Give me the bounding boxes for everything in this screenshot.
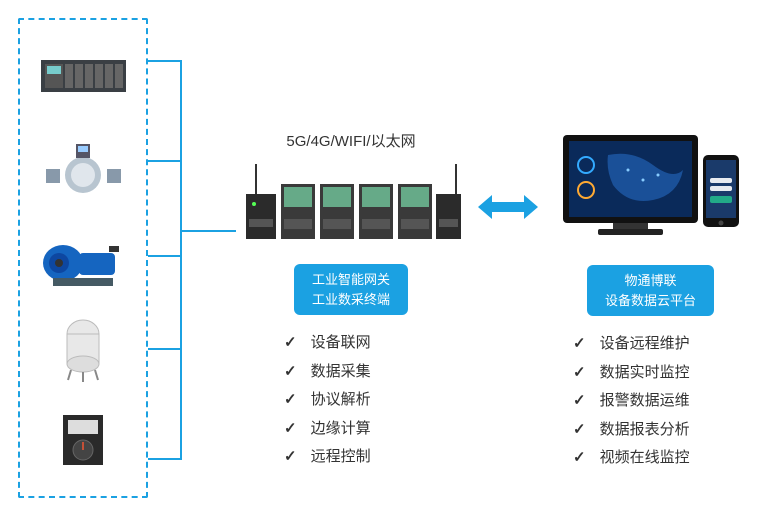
feature-label: 数据实时监控 [600, 359, 690, 388]
device-plc [38, 41, 128, 111]
device-tank [38, 314, 128, 384]
gateway-devices-icon [236, 159, 466, 249]
iot-architecture-diagram: 5G/4G/WIFI/以太网 工业智能网关 工业数采 [0, 0, 763, 519]
cloud-column: 物通博联 设备数据云平台 ✓ 设备远程维护 ✓ 数据实时监控 ✓ 报警数据运维 ✓ 数据… [543, 130, 758, 473]
feature-item: ✓ 设备联网 [284, 329, 466, 358]
feature-label: 视频在线监控 [600, 444, 690, 473]
feature-item: ✓ 边缘计算 [284, 415, 466, 444]
check-icon: ✓ [284, 386, 297, 415]
feature-label: 数据报表分析 [600, 416, 690, 445]
connector-branch [148, 160, 182, 162]
feature-label: 数据采集 [311, 358, 371, 387]
feature-label: 边缘计算 [311, 415, 371, 444]
feature-item: ✓ 设备远程维护 [573, 330, 758, 359]
check-icon: ✓ [284, 358, 297, 387]
cloud-features-list: ✓ 设备远程维护 ✓ 数据实时监控 ✓ 报警数据运维 ✓ 数据报表分析 ✓ 视频在线监控 [543, 330, 758, 473]
check-icon: ✓ [573, 387, 586, 416]
feature-item: ✓ 远程控制 [284, 443, 466, 472]
feature-label: 报警数据运维 [600, 387, 690, 416]
check-icon: ✓ [573, 444, 586, 473]
device-power-meter [38, 405, 128, 475]
gateway-title-line1: 工业智能网关 [312, 270, 390, 290]
connector-branch [148, 255, 182, 257]
check-icon: ✓ [573, 359, 586, 388]
feature-item: ✓ 数据实时监控 [573, 359, 758, 388]
feature-label: 设备联网 [311, 329, 371, 358]
feature-item: ✓ 视频在线监控 [573, 444, 758, 473]
cloud-title-pill: 物通博联 设备数据云平台 [587, 265, 714, 316]
connector-branch [148, 458, 182, 460]
connector-trunk [180, 60, 182, 460]
feature-label: 远程控制 [311, 443, 371, 472]
feature-item: ✓ 协议解析 [284, 386, 466, 415]
device-flowmeter [38, 132, 128, 202]
check-icon: ✓ [573, 416, 586, 445]
check-icon: ✓ [284, 443, 297, 472]
connector-to-gateway [180, 230, 236, 232]
network-label: 5G/4G/WIFI/以太网 [236, 130, 466, 151]
connector-branch [148, 60, 182, 62]
cloud-platform-icon [558, 130, 743, 250]
field-devices-group [18, 18, 148, 498]
bidirectional-arrow-icon [478, 192, 538, 222]
check-icon: ✓ [284, 329, 297, 358]
feature-label: 协议解析 [311, 386, 371, 415]
gateway-column: 5G/4G/WIFI/以太网 工业智能网关 工业数采 [236, 130, 466, 472]
feature-label: 设备远程维护 [600, 330, 690, 359]
device-pump [38, 223, 128, 293]
gateway-features-list: ✓ 设备联网 ✓ 数据采集 ✓ 协议解析 ✓ 边缘计算 ✓ 远程控制 [236, 329, 466, 472]
feature-item: ✓ 数据采集 [284, 358, 466, 387]
gateway-title-line2: 工业数采终端 [312, 290, 390, 310]
check-icon: ✓ [284, 415, 297, 444]
gateway-title-pill: 工业智能网关 工业数采终端 [294, 264, 408, 315]
feature-item: ✓ 报警数据运维 [573, 387, 758, 416]
cloud-title-line2: 设备数据云平台 [605, 291, 696, 311]
cloud-title-line1: 物通博联 [605, 271, 696, 291]
connector-branch [148, 348, 182, 350]
feature-item: ✓ 数据报表分析 [573, 416, 758, 445]
check-icon: ✓ [573, 330, 586, 359]
